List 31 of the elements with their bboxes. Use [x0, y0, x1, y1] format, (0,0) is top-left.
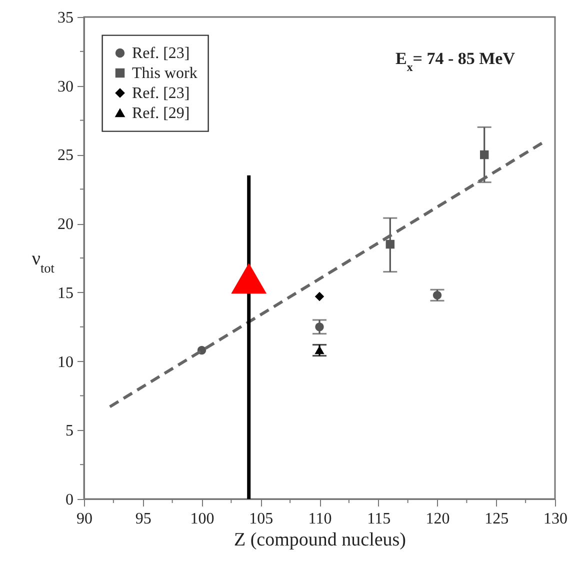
- y-tick-label: 35: [58, 10, 74, 26]
- point: [315, 292, 324, 301]
- y-tick-label: 25: [58, 147, 74, 164]
- legend-label: This work: [132, 65, 198, 82]
- point: [432, 290, 442, 300]
- y-axis-title: ν$_{tot}$: [32, 248, 55, 275]
- x-tick-label: 110: [308, 510, 332, 528]
- x-tick-label: 120: [426, 510, 450, 528]
- legend-label: Ref. [23]: [132, 85, 190, 102]
- point: [480, 150, 489, 160]
- x-tick-label: 125: [484, 510, 509, 528]
- x-tick-label: 95: [135, 510, 152, 528]
- point: [315, 322, 324, 332]
- x-axis-title: Z (compound nucleus): [234, 530, 406, 550]
- point: [232, 264, 266, 294]
- annotation: E$_{x}$= 74 - 85 MeV: [395, 49, 516, 74]
- x-tick-label: 90: [76, 510, 92, 528]
- x-tick-label: 130: [544, 510, 568, 528]
- y-tick-label: 30: [58, 78, 74, 96]
- x-tick-label: 105: [249, 510, 274, 528]
- y-tick-label: 20: [58, 216, 74, 234]
- y-tick-label: 5: [66, 422, 74, 440]
- y-tick-label: 0: [66, 492, 74, 508]
- y-tick-label: 15: [58, 284, 74, 302]
- legend-label: Ref. [23]: [132, 45, 190, 62]
- y-tick-label: 10: [58, 354, 74, 371]
- point: [386, 240, 395, 249]
- point: [315, 346, 324, 354]
- x-tick-label: 115: [367, 510, 391, 528]
- legend-label: Ref. [29]: [132, 105, 190, 122]
- x-tick-label: 100: [190, 510, 214, 528]
